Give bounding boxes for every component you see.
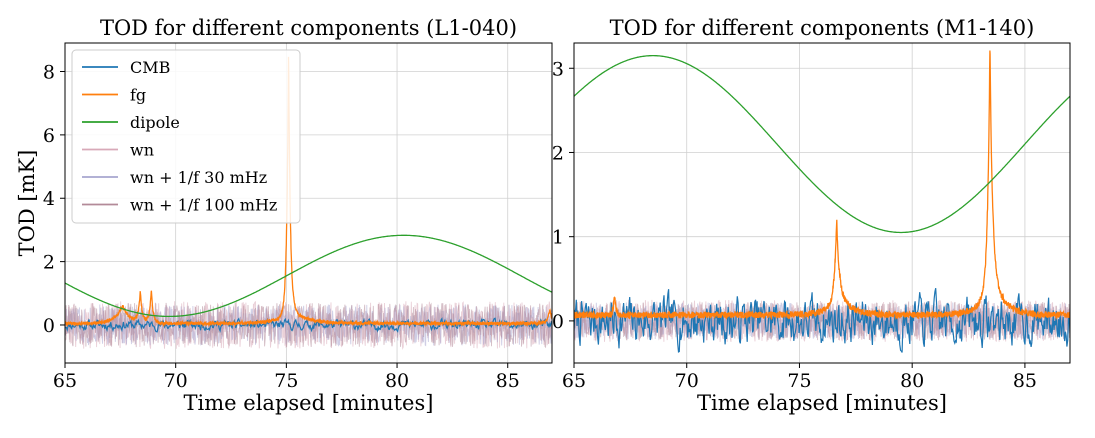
legend-label-dipole: dipole	[130, 113, 180, 132]
legend-label-wn-1-f-30-mhz: wn + 1/f 30 mHz	[130, 168, 267, 187]
series-cmb	[574, 287, 1070, 353]
x-tick-label: 75	[787, 370, 811, 392]
x-tick-label: 85	[1013, 370, 1037, 392]
x-tick-label: 75	[274, 370, 298, 392]
legend: CMB fg dipole wn wn + 1/f 30 mHz wn + 1/f 100…	[71, 49, 301, 224]
y-tick-label: 0	[552, 311, 564, 333]
legend-label-wn: wn	[130, 141, 154, 160]
series-fg	[65, 56, 552, 328]
y-tick-label: 8	[43, 62, 55, 84]
series-dipole	[574, 54, 1070, 234]
axes-frame	[573, 42, 1071, 364]
series-fg	[574, 50, 1070, 321]
x-tick-label: 65	[562, 370, 586, 392]
y-tick-label: 6	[43, 125, 55, 147]
legend-label-fg: fg	[130, 86, 146, 105]
x-tick-label: 70	[164, 370, 188, 392]
axes-frame	[64, 42, 553, 364]
y-tick-label: 4	[43, 188, 55, 210]
chart-title: TOD for different components (M1-140)	[610, 16, 1035, 40]
y-tick-label: 2	[43, 252, 55, 274]
x-axis-label: Time elapsed [minutes]	[697, 391, 947, 415]
chart-title: TOD for different components (L1-040)	[100, 16, 517, 40]
y-tick-label: 3	[552, 58, 564, 80]
x-tick-label: 85	[496, 370, 520, 392]
series-dipole	[65, 234, 552, 318]
y-axis-label: TOD [mK]	[15, 150, 39, 257]
x-tick-label: 80	[900, 370, 924, 392]
y-tick-label: 0	[43, 315, 55, 337]
plot-area	[574, 50, 1070, 353]
chart-panel-l1-040: 65 70 75 80 85 0 2 4 6 8 TOD for different compone…	[15, 16, 553, 415]
x-tick-label: 70	[675, 370, 699, 392]
x-tick-label: 80	[385, 370, 409, 392]
x-tick-label: 65	[53, 370, 77, 392]
chart-panel-m1-140: 65 70 75 80 85 0 1 2 3 TOD for different componen…	[552, 16, 1071, 415]
legend-box	[71, 49, 301, 224]
legend-label-cmb: CMB	[130, 58, 170, 77]
x-axis-label: Time elapsed [minutes]	[184, 391, 434, 415]
legend-label-wn-1-f-100-mhz: wn + 1/f 100 mHz	[130, 196, 277, 215]
plot-area	[65, 56, 552, 350]
y-tick-label: 2	[552, 142, 564, 164]
y-tick-label: 1	[552, 227, 564, 249]
